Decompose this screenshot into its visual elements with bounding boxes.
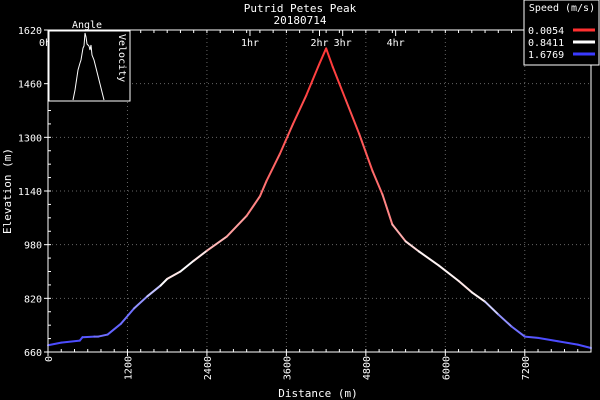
profile-segment	[106, 322, 122, 336]
inset-angle-line	[72, 32, 105, 101]
inset-chart: Angle Velocity	[48, 20, 131, 102]
profile-segment	[225, 214, 248, 238]
profile-segment	[205, 235, 228, 252]
profile-segment	[484, 300, 500, 316]
chart-subtitle: 20180714	[274, 14, 327, 27]
profile-segment	[60, 339, 81, 344]
y-tick-label: 980	[24, 241, 42, 252]
profile-segment	[146, 284, 162, 298]
time-marker-label: 3hr	[334, 38, 352, 49]
profile-segment	[523, 335, 540, 339]
profile-segment	[457, 279, 473, 294]
profile-segment	[497, 313, 513, 328]
inset-left-label: Angle	[72, 20, 102, 31]
profile-segment	[331, 65, 347, 102]
y-axis-label: Elevation (m)	[1, 148, 14, 234]
time-marker-label: 1hr	[241, 38, 259, 49]
time-marker-label: 4hr	[387, 38, 405, 49]
profile-segment	[576, 343, 592, 349]
inset-frame	[48, 30, 131, 102]
profile-segment	[381, 193, 394, 226]
profile-segment	[358, 132, 374, 172]
profile-segment	[470, 291, 487, 303]
x-axis-label: Distance (m)	[278, 387, 357, 400]
profile-segment	[159, 277, 169, 287]
y-axis-ticks: 660 820 980 1140 1300 1460 1620	[18, 26, 51, 359]
profile-segment	[417, 250, 440, 267]
y-tick-label: 1460	[18, 80, 42, 91]
legend-title: Speed (m/s)	[529, 3, 595, 14]
profile-segment	[81, 335, 96, 339]
y-tick-label: 820	[24, 294, 42, 305]
x-tick-label: 3600	[282, 356, 293, 380]
profile-segment	[318, 47, 328, 65]
x-tick-label: 1200	[123, 356, 134, 380]
y-tick-label: 1300	[18, 133, 42, 144]
profile-segment	[371, 169, 384, 196]
profile-segment	[510, 325, 526, 338]
x-tick-label: 0	[44, 356, 55, 362]
x-tick-label: 4800	[362, 356, 373, 380]
profile-segment	[556, 340, 579, 346]
profile-segment	[179, 259, 195, 273]
y-tick-label: 660	[24, 348, 42, 359]
x-axis-ticks: 0 1200 2400 3600 4800 6000 7200	[44, 349, 592, 380]
legend-entry-label: 0.0054	[528, 26, 564, 37]
profile-segment	[245, 195, 261, 217]
profile-segment	[192, 249, 208, 262]
inset-right-label: Velocity	[116, 34, 127, 82]
profile-segment	[166, 270, 182, 280]
chart-title: Putrid Petes Peak	[244, 2, 357, 15]
x-tick-label: 7200	[521, 356, 532, 380]
elevation-profile	[47, 47, 592, 349]
y-tick-label: 1140	[18, 187, 42, 198]
profile-segment	[265, 153, 281, 182]
profile-segment	[133, 295, 149, 310]
profile-segment	[325, 47, 334, 68]
profile-segment	[278, 122, 295, 156]
x-tick-label: 6000	[441, 356, 452, 380]
profile-segment	[537, 336, 559, 343]
profile-segment	[292, 94, 308, 125]
profile-segment	[97, 333, 109, 338]
x-tick-label: 2400	[203, 356, 214, 380]
profile-segment	[344, 99, 361, 135]
legend-entry-label: 0.8411	[528, 38, 564, 49]
profile-segment	[404, 240, 420, 253]
profile-segment	[258, 179, 268, 198]
legend-entry-label: 1.6769	[528, 50, 564, 61]
time-marker-label: 2hr	[310, 38, 328, 49]
profile-segment	[391, 223, 407, 243]
profile-segment	[47, 341, 63, 347]
profile-segment	[437, 264, 460, 282]
profile-segment	[119, 307, 136, 325]
y-tick-label: 1620	[18, 26, 42, 37]
profile-segment	[305, 62, 321, 97]
